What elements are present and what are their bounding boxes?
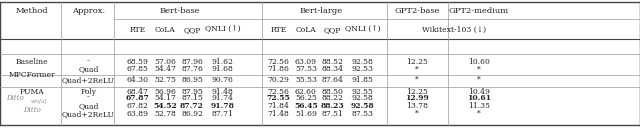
Text: 68.47: 68.47	[127, 88, 148, 96]
Text: CoLA: CoLA	[296, 26, 316, 34]
Text: Quad+2ReLU: Quad+2ReLU	[62, 110, 115, 118]
Text: CoLA: CoLA	[155, 26, 175, 34]
Text: 11.35: 11.35	[468, 102, 490, 110]
Text: *: *	[415, 65, 419, 73]
Text: 63.89: 63.89	[127, 110, 148, 118]
Text: 71.84: 71.84	[268, 102, 289, 110]
Text: RTE: RTE	[270, 26, 287, 34]
Text: 10.60: 10.60	[468, 58, 490, 66]
Text: 92.58: 92.58	[352, 94, 374, 102]
Text: 72.55: 72.55	[266, 94, 291, 102]
Text: 67.82: 67.82	[127, 102, 148, 110]
Text: 86.92: 86.92	[181, 110, 203, 118]
Text: 13.78: 13.78	[406, 102, 428, 110]
Text: 88.52: 88.52	[322, 58, 344, 66]
Text: 90.76: 90.76	[212, 76, 234, 84]
Text: 54.52: 54.52	[153, 102, 177, 110]
Text: 10.61: 10.61	[467, 94, 491, 102]
Text: 52.75: 52.75	[154, 76, 176, 84]
Text: 87.15: 87.15	[181, 94, 203, 102]
Text: 63.09: 63.09	[295, 58, 317, 66]
Text: 87.51: 87.51	[322, 110, 344, 118]
Text: 10.49: 10.49	[468, 88, 490, 96]
Text: w/o[a]: w/o[a]	[31, 98, 47, 103]
Text: 71.48: 71.48	[268, 110, 289, 118]
Text: QNLI (↑): QNLI (↑)	[345, 26, 381, 34]
Text: 91.74: 91.74	[212, 94, 234, 102]
Text: 54.47: 54.47	[154, 65, 176, 73]
Text: 91.68: 91.68	[212, 65, 234, 73]
Text: 88.22: 88.22	[322, 94, 344, 102]
Text: Ditto: Ditto	[23, 106, 41, 114]
Text: QNLI (↑): QNLI (↑)	[205, 26, 241, 34]
Text: Wikitext-103 (↓): Wikitext-103 (↓)	[422, 26, 486, 34]
Text: Poly: Poly	[81, 88, 97, 96]
Text: 87.76: 87.76	[181, 65, 203, 73]
Text: 91.78: 91.78	[211, 102, 235, 110]
Text: GPT2-base: GPT2-base	[394, 7, 440, 15]
Text: *: *	[477, 76, 481, 84]
Text: 87.96: 87.96	[181, 58, 203, 66]
Text: QQP: QQP	[183, 26, 201, 34]
Text: *: *	[415, 110, 419, 118]
Text: 71.86: 71.86	[268, 65, 289, 73]
Text: 88.34: 88.34	[322, 65, 344, 73]
Text: 51.69: 51.69	[295, 110, 317, 118]
Text: 56.96: 56.96	[154, 88, 176, 96]
Text: 87.72: 87.72	[180, 102, 204, 110]
Text: 92.58: 92.58	[352, 58, 374, 66]
Text: 87.53: 87.53	[352, 110, 374, 118]
Text: Quad: Quad	[78, 102, 99, 110]
Text: *: *	[415, 76, 419, 84]
Text: 12.25: 12.25	[406, 58, 428, 66]
Text: 92.55: 92.55	[352, 88, 374, 96]
Text: Approx.: Approx.	[72, 7, 105, 15]
Text: 92.53: 92.53	[352, 65, 374, 73]
Text: Quad: Quad	[78, 65, 99, 73]
Text: 72.56: 72.56	[268, 88, 289, 96]
Text: 64.30: 64.30	[127, 76, 148, 84]
Text: 57.53: 57.53	[295, 65, 317, 73]
Text: 87.71: 87.71	[212, 110, 234, 118]
Text: Ditto: Ditto	[6, 94, 24, 102]
Text: Baseline: Baseline	[16, 58, 48, 66]
Text: 67.87: 67.87	[125, 94, 150, 102]
Text: 52.78: 52.78	[154, 110, 176, 118]
Text: 87.95: 87.95	[181, 88, 203, 96]
Text: -: -	[87, 94, 90, 102]
Text: 68.59: 68.59	[127, 58, 148, 66]
Text: 62.60: 62.60	[295, 88, 317, 96]
Text: 67.85: 67.85	[127, 65, 148, 73]
Text: Bert-base: Bert-base	[160, 7, 200, 15]
Text: 57.06: 57.06	[154, 58, 176, 66]
Text: RTE: RTE	[129, 26, 146, 34]
Text: 55.53: 55.53	[295, 76, 317, 84]
Text: Method: Method	[16, 7, 48, 15]
Text: QQP: QQP	[324, 26, 342, 34]
Text: -: -	[87, 58, 90, 66]
Text: *: *	[477, 65, 481, 73]
Text: PUMA: PUMA	[20, 88, 44, 96]
Text: 12.25: 12.25	[406, 88, 428, 96]
Text: 70.29: 70.29	[268, 76, 289, 84]
Text: 91.62: 91.62	[212, 58, 234, 66]
Text: Quad+2ReLU: Quad+2ReLU	[62, 76, 115, 84]
Text: 12.99: 12.99	[405, 94, 429, 102]
Text: 88.23: 88.23	[321, 102, 345, 110]
Text: Bert-large: Bert-large	[299, 7, 342, 15]
Text: 92.58: 92.58	[351, 102, 374, 110]
Text: 56.25: 56.25	[295, 94, 317, 102]
Text: MPCFormer: MPCFormer	[9, 71, 55, 79]
Text: GPT2-medium: GPT2-medium	[449, 7, 509, 15]
Text: 87.64: 87.64	[322, 76, 344, 84]
Text: 91.85: 91.85	[352, 76, 374, 84]
Text: 88.50: 88.50	[322, 88, 344, 96]
Text: 56.45: 56.45	[294, 102, 318, 110]
Text: 72.56: 72.56	[268, 58, 289, 66]
Text: 91.48: 91.48	[212, 88, 234, 96]
Text: 54.17: 54.17	[154, 94, 176, 102]
Text: *: *	[477, 110, 481, 118]
Text: 86.95: 86.95	[181, 76, 203, 84]
